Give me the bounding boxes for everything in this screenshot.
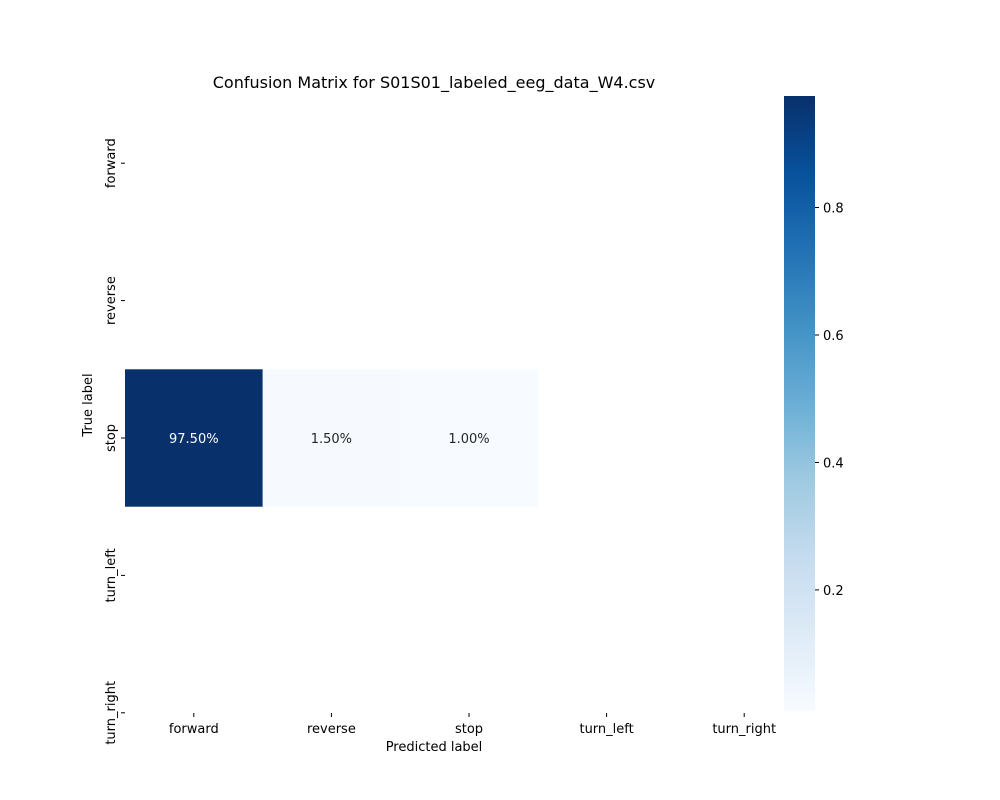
x-tick-label: stop — [455, 722, 483, 737]
y-tick-label: turn_left — [104, 548, 119, 602]
colorbar — [784, 96, 815, 711]
x-axis-label: Predicted label — [386, 740, 483, 755]
colorbar-tick-label: 0.6 — [823, 329, 844, 344]
y-tick-label: turn_right — [104, 681, 119, 745]
colorbar-tick-label: 0.4 — [823, 456, 844, 471]
x-axis-ticks: forward reverse stop turn_left turn_right — [169, 713, 776, 737]
x-tick-label: reverse — [307, 722, 356, 737]
y-tick-label: stop — [104, 424, 119, 452]
colorbar-tick-label: 0.8 — [823, 202, 844, 217]
heatmap-cells: 97.50% 1.50% 1.00% — [125, 369, 539, 507]
cell-annotation: 1.50% — [311, 432, 352, 447]
heatmap-cell — [400, 369, 539, 507]
y-tick-label: forward — [104, 138, 119, 188]
y-tick-label: reverse — [104, 276, 119, 325]
heatmap-cell — [262, 369, 401, 507]
cell-annotation: 97.50% — [169, 432, 219, 447]
x-tick-label: turn_left — [579, 722, 633, 737]
x-tick-label: forward — [169, 722, 219, 737]
y-axis-label: True label — [81, 373, 96, 437]
x-tick-label: turn_right — [712, 722, 776, 737]
heatmap-cell — [125, 369, 264, 507]
colorbar-ticks: 0.2 0.4 0.6 0.8 — [815, 202, 844, 599]
y-axis-ticks: forward reverse stop turn_left turn_right — [104, 138, 125, 745]
colorbar-tick-label: 0.2 — [823, 584, 844, 599]
chart-title: Confusion Matrix for S01S01_labeled_eeg_… — [213, 73, 656, 93]
cell-annotation: 1.00% — [448, 432, 489, 447]
